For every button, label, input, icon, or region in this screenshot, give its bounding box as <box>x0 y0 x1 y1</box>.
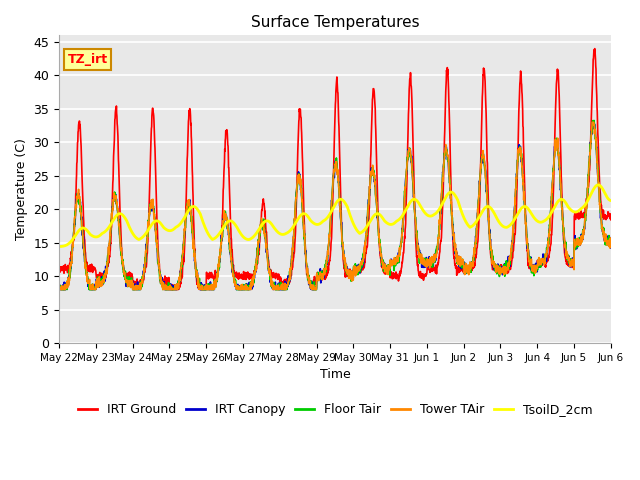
Floor Tair <box>209 283 217 289</box>
IRT Canopy <box>363 225 371 230</box>
IRT Ground <box>351 265 359 271</box>
Line: IRT Ground: IRT Ground <box>59 48 611 289</box>
IRT Ground <box>591 46 598 51</box>
Line: Floor Tair: Floor Tair <box>59 120 611 289</box>
IRT Ground <box>495 267 503 273</box>
Title: Surface Temperatures: Surface Temperatures <box>251 15 419 30</box>
TsoilD_2cm <box>209 237 217 242</box>
Legend: IRT Ground, IRT Canopy, Floor Tair, Tower TAir, TsoilD_2cm: IRT Ground, IRT Canopy, Floor Tair, Towe… <box>73 398 597 421</box>
TsoilD_2cm <box>351 224 358 229</box>
Text: TZ_irt: TZ_irt <box>67 53 108 66</box>
IRT Ground <box>607 217 614 223</box>
Tower TAir <box>209 285 217 290</box>
IRT Canopy <box>209 287 217 292</box>
IRT Ground <box>166 287 173 292</box>
Tower TAir <box>607 240 614 246</box>
TsoilD_2cm <box>363 224 371 229</box>
Floor Tair <box>351 268 359 274</box>
Y-axis label: Temperature (C): Temperature (C) <box>15 138 28 240</box>
IRT Ground <box>209 274 217 280</box>
IRT Canopy <box>495 266 503 272</box>
Tower TAir <box>589 120 596 125</box>
IRT Ground <box>55 268 63 274</box>
Tower TAir <box>55 287 63 292</box>
TsoilD_2cm <box>495 219 503 225</box>
TsoilD_2cm <box>558 196 566 202</box>
Floor Tair <box>590 118 598 123</box>
Floor Tair <box>55 286 63 291</box>
Floor Tair <box>495 274 503 279</box>
Tower TAir <box>351 265 359 271</box>
TsoilD_2cm <box>573 209 581 215</box>
Tower TAir <box>559 205 566 211</box>
IRT Canopy <box>573 242 581 248</box>
Tower TAir <box>56 287 63 292</box>
TsoilD_2cm <box>607 198 614 204</box>
IRT Canopy <box>558 206 566 212</box>
IRT Canopy <box>607 245 614 251</box>
IRT Canopy <box>589 119 597 125</box>
TsoilD_2cm <box>55 244 63 250</box>
Line: TsoilD_2cm: TsoilD_2cm <box>59 185 611 247</box>
Line: IRT Canopy: IRT Canopy <box>59 122 611 289</box>
Floor Tair <box>364 222 371 228</box>
Floor Tair <box>559 204 566 210</box>
Floor Tair <box>607 241 614 247</box>
TsoilD_2cm <box>594 182 602 188</box>
IRT Ground <box>559 206 566 212</box>
Floor Tair <box>573 240 581 246</box>
Floor Tair <box>56 287 63 292</box>
IRT Ground <box>364 243 371 249</box>
IRT Canopy <box>55 287 63 292</box>
Tower TAir <box>364 219 371 225</box>
X-axis label: Time: Time <box>319 368 350 381</box>
Line: Tower TAir: Tower TAir <box>59 122 611 289</box>
IRT Canopy <box>351 270 358 276</box>
Tower TAir <box>573 241 581 247</box>
IRT Ground <box>573 209 581 215</box>
Tower TAir <box>495 268 503 274</box>
